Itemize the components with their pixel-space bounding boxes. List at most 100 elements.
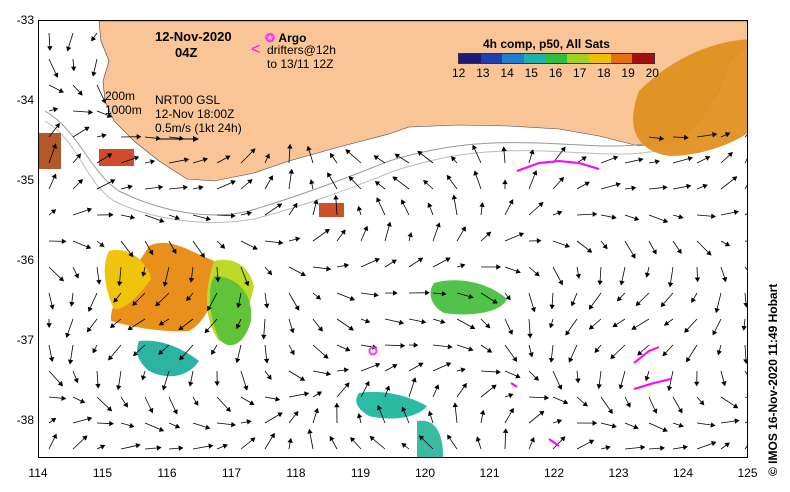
- current-vector-head: [485, 323, 491, 329]
- current-vector-head: [326, 265, 332, 272]
- current-vector-head: [562, 399, 569, 405]
- y-tick-label: -36: [16, 253, 34, 267]
- current-vector-head: [243, 385, 249, 391]
- current-vector-head: [135, 443, 141, 449]
- current-vector-head: [731, 176, 738, 182]
- current-vector: [744, 421, 747, 424]
- current-vector-head: [79, 398, 86, 404]
- current-vector-head: [398, 319, 405, 325]
- x-tick-label: 121: [479, 466, 500, 480]
- current-vector-head: [133, 155, 140, 161]
- current-vector-head: [712, 330, 718, 336]
- current-vector-head: [445, 362, 452, 368]
- current-vector-head: [683, 134, 689, 141]
- isobath-200m: [44, 110, 690, 216]
- current-vector-head: [417, 257, 424, 263]
- current-vector-head: [46, 323, 52, 329]
- current-vector-head: [73, 377, 79, 384]
- current-vector-head: [158, 184, 164, 191]
- x-tick-label: 114: [28, 466, 48, 480]
- current-vector-head: [492, 298, 498, 304]
- current-vector-head: [205, 215, 211, 222]
- current-vector-head: [710, 440, 717, 447]
- current-vector-head: [88, 109, 94, 115]
- current-vector-head: [108, 212, 114, 218]
- current-vector-head: [638, 157, 644, 163]
- current-vector-head: [276, 203, 283, 209]
- current-vector-head: [230, 180, 236, 186]
- current-vector-head: [150, 159, 156, 165]
- current-vector-head: [445, 257, 451, 263]
- colorbar-ticks: 12 13 14 15 16 17 18 19 20: [452, 66, 659, 80]
- current-vector-head: [158, 349, 164, 355]
- current-vector-head: [710, 422, 716, 428]
- current-vector-head: [743, 359, 747, 365]
- current-vector-head: [99, 242, 105, 248]
- current-vector-head: [66, 46, 72, 52]
- current-vector-head: [615, 182, 621, 188]
- current-vector-head: [247, 179, 253, 185]
- current-vector-head: [394, 153, 400, 159]
- current-vector-head: [704, 155, 711, 161]
- current-vector-head: [586, 247, 593, 253]
- current-vector-head: [724, 241, 731, 247]
- current-vector-head: [711, 213, 717, 219]
- current-vector-head: [660, 445, 665, 451]
- current-vector-head: [87, 306, 93, 312]
- drifter-tracks: [510, 159, 672, 447]
- current-vector-head: [662, 184, 668, 191]
- current-vector-head: [548, 323, 555, 329]
- current-vector-head: [732, 403, 739, 409]
- current-vector-head: [225, 155, 231, 161]
- current-vector-head: [418, 362, 424, 368]
- current-vector-head: [293, 410, 299, 417]
- current-vector-head: [158, 426, 165, 432]
- current-vector-head: [108, 355, 114, 361]
- current-vector-head: [235, 323, 241, 330]
- current-vector-head: [400, 199, 406, 205]
- current-vector-head: [612, 155, 619, 161]
- current-vector-head: [508, 393, 514, 399]
- current-vector-head: [505, 294, 511, 301]
- current-vector-head: [702, 183, 708, 189]
- current-vector-head: [637, 350, 643, 356]
- current-vector: [744, 240, 747, 242]
- current-vector-head: [109, 420, 114, 427]
- current-vector-head: [329, 152, 335, 159]
- current-vector-head: [329, 435, 335, 442]
- current-vector-head: [317, 326, 323, 332]
- scale-label: 0.5m/s (1kt 24h): [155, 121, 242, 135]
- current-vector-head: [345, 149, 351, 155]
- current-vector-head: [101, 133, 107, 139]
- current-vector-head: [148, 407, 154, 414]
- current-vector-head: [527, 333, 533, 339]
- current-vector-head: [564, 242, 571, 248]
- current-vector-head: [556, 210, 563, 216]
- current-vector-head: [159, 217, 165, 223]
- current-vector-head: [249, 400, 255, 406]
- current-vector-head: [287, 143, 293, 149]
- current-vector-head: [106, 112, 113, 118]
- current-vector-head: [92, 348, 98, 354]
- sst-patches: [39, 39, 747, 457]
- current-vector-head: [473, 170, 479, 176]
- current-vector-head: [727, 152, 733, 158]
- colorbar-tick-label: 17: [573, 66, 587, 80]
- current-vector: [744, 158, 747, 164]
- x-tick-label: 120: [414, 466, 436, 480]
- current-vector: [744, 185, 747, 190]
- current-vector-head: [178, 325, 184, 331]
- current-vector-head: [508, 199, 514, 205]
- current-vector-head: [208, 443, 214, 449]
- current-vector-head: [565, 330, 571, 336]
- current-vector-head: [536, 238, 542, 244]
- current-vector-head: [486, 347, 493, 353]
- x-tick-label: 125: [737, 466, 758, 480]
- current-vector-head: [188, 381, 194, 387]
- current-vector-head: [265, 153, 270, 159]
- current-vector-head: [49, 304, 55, 310]
- current-vector-head: [391, 259, 397, 265]
- current-vector-head: [295, 236, 301, 242]
- current-vector-head: [356, 205, 363, 212]
- current-vector-head: [533, 375, 539, 381]
